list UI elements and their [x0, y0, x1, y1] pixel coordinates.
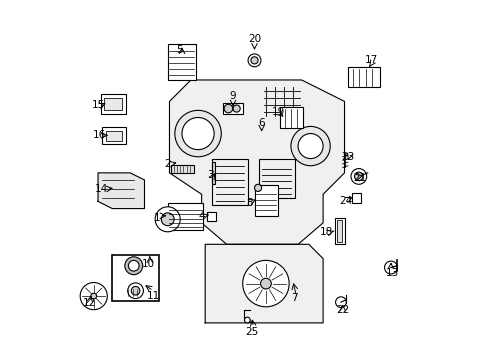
Text: 15: 15: [91, 100, 104, 110]
Circle shape: [350, 168, 366, 184]
Text: 17: 17: [364, 55, 377, 65]
Text: 20: 20: [247, 34, 261, 44]
Bar: [336, 220, 342, 242]
Text: 18: 18: [319, 227, 333, 237]
Text: 14: 14: [95, 184, 108, 194]
Circle shape: [290, 126, 329, 166]
Text: 21: 21: [352, 173, 366, 183]
Circle shape: [244, 317, 250, 323]
Bar: [206, 212, 216, 221]
Bar: [334, 217, 344, 244]
Bar: [112, 255, 159, 301]
Circle shape: [298, 134, 323, 158]
Text: 24: 24: [339, 197, 352, 206]
Polygon shape: [169, 80, 344, 244]
Text: 1: 1: [153, 212, 160, 222]
Circle shape: [242, 260, 288, 307]
Bar: [101, 94, 125, 114]
Circle shape: [260, 278, 271, 289]
Bar: [280, 107, 303, 128]
Circle shape: [384, 261, 397, 274]
Text: 25: 25: [244, 327, 258, 337]
Bar: [223, 103, 242, 114]
Circle shape: [131, 287, 140, 295]
Text: 16: 16: [93, 130, 106, 140]
Text: 23: 23: [341, 152, 354, 162]
Circle shape: [224, 104, 232, 113]
Text: 9: 9: [229, 91, 236, 101]
Bar: [212, 162, 215, 184]
Bar: [106, 131, 122, 141]
Text: 7: 7: [290, 293, 297, 303]
Circle shape: [233, 105, 240, 112]
Circle shape: [354, 172, 363, 181]
Text: 11: 11: [146, 291, 160, 301]
Bar: [212, 158, 247, 205]
Bar: [171, 165, 194, 173]
Polygon shape: [98, 173, 144, 208]
Bar: [104, 98, 122, 111]
Circle shape: [80, 283, 107, 310]
Text: 6: 6: [258, 118, 264, 128]
Bar: [167, 203, 203, 230]
Bar: [254, 185, 277, 216]
Text: 13: 13: [386, 268, 399, 278]
Circle shape: [161, 213, 174, 226]
Bar: [102, 127, 125, 144]
Text: 3: 3: [207, 170, 213, 180]
Text: 8: 8: [246, 198, 253, 208]
Text: 19: 19: [271, 107, 285, 117]
Text: 5: 5: [176, 45, 183, 55]
Circle shape: [128, 260, 139, 271]
Circle shape: [247, 54, 261, 67]
Circle shape: [127, 283, 143, 298]
Text: 4: 4: [198, 211, 204, 221]
Circle shape: [335, 297, 346, 307]
Text: 2: 2: [164, 159, 171, 169]
Text: 10: 10: [141, 259, 154, 269]
Circle shape: [91, 293, 97, 299]
Circle shape: [124, 257, 142, 275]
Circle shape: [254, 184, 261, 192]
Circle shape: [155, 207, 180, 232]
Circle shape: [250, 57, 258, 64]
Polygon shape: [205, 244, 323, 323]
Bar: [167, 44, 196, 80]
Bar: [351, 193, 360, 203]
Bar: [347, 67, 380, 87]
Text: 12: 12: [82, 298, 96, 308]
Bar: [258, 158, 294, 198]
Circle shape: [182, 117, 214, 150]
Text: 22: 22: [335, 305, 348, 315]
Circle shape: [175, 111, 221, 157]
